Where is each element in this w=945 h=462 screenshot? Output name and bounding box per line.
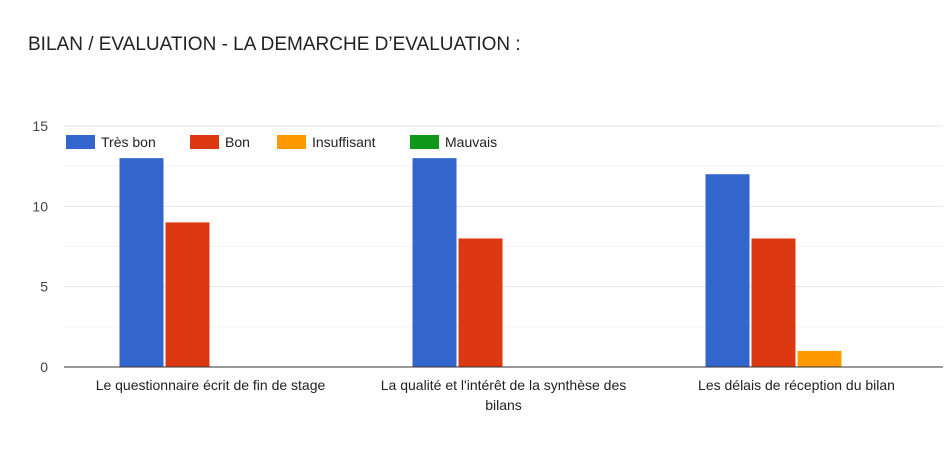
- bar: [165, 222, 210, 367]
- x-tick-label: bilans: [485, 397, 522, 413]
- bar: [797, 350, 842, 367]
- y-tick-label: 15: [32, 118, 48, 134]
- x-tick-label: Les délais de réception du bilan: [698, 377, 895, 393]
- x-tick-label: La qualité et l'intérêt de la synthèse d…: [381, 377, 627, 393]
- legend-label: Très bon: [101, 134, 156, 150]
- bar: [751, 238, 796, 367]
- legend-swatch: [277, 135, 306, 149]
- y-tick-label: 10: [32, 198, 48, 214]
- chart-title: BILAN / EVALUATION - LA DEMARCHE D’EVALU…: [28, 34, 521, 55]
- legend-swatch: [190, 135, 219, 149]
- legend-label: Mauvais: [445, 134, 497, 150]
- legend-swatch: [66, 135, 95, 149]
- y-tick-label: 5: [40, 279, 48, 295]
- legend-label: Insuffisant: [312, 134, 376, 150]
- bar: [705, 174, 750, 367]
- bar: [412, 158, 457, 367]
- bar: [119, 158, 164, 367]
- legend-swatch: [410, 135, 439, 149]
- bar: [458, 238, 503, 367]
- legend-label: Bon: [225, 134, 250, 150]
- x-tick-label: Le questionnaire écrit de fin de stage: [96, 377, 326, 393]
- y-tick-label: 0: [40, 359, 48, 375]
